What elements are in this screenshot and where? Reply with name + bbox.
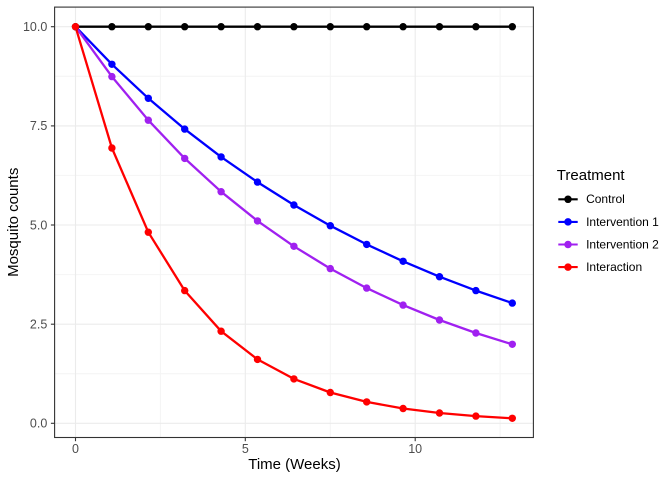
svg-text:5: 5: [242, 442, 249, 456]
svg-text:Time (Weeks): Time (Weeks): [248, 456, 341, 473]
svg-text:10.0: 10.0: [23, 20, 47, 34]
svg-text:Mosquito counts: Mosquito counts: [5, 168, 22, 277]
svg-text:Control: Control: [586, 192, 625, 206]
svg-text:5.0: 5.0: [30, 218, 47, 232]
svg-text:Interaction: Interaction: [586, 260, 642, 274]
svg-text:2.5: 2.5: [30, 318, 47, 332]
svg-text:Intervention 1: Intervention 1: [586, 215, 659, 229]
svg-text:0: 0: [72, 442, 79, 456]
svg-text:Treatment: Treatment: [557, 167, 626, 184]
svg-text:Intervention 2: Intervention 2: [586, 237, 659, 251]
svg-text:7.5: 7.5: [30, 119, 47, 133]
svg-text:10: 10: [408, 442, 422, 456]
svg-text:0.0: 0.0: [30, 417, 47, 431]
